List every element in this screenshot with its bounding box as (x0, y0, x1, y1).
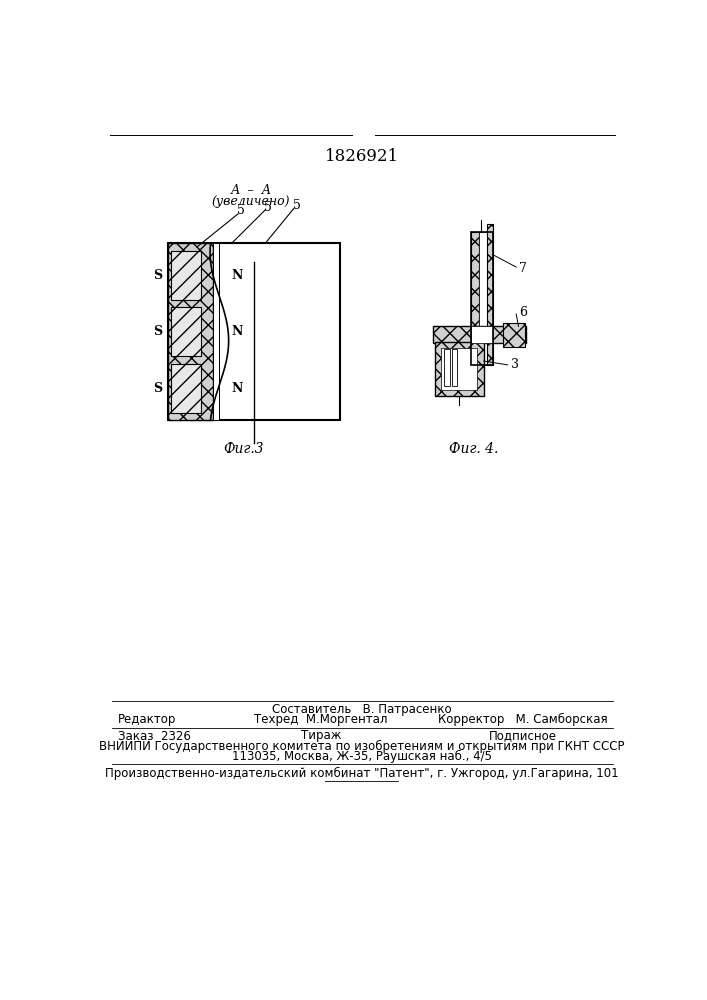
Text: Производственно-издательский комбинат "Патент", г. Ужгород, ул.Гагарина, 101: Производственно-издательский комбинат "П… (105, 766, 619, 780)
Bar (168, 243, 213, 420)
Text: 6: 6 (519, 306, 527, 319)
Text: N: N (232, 269, 243, 282)
Text: 5: 5 (264, 201, 272, 214)
Bar (171, 307, 201, 356)
Text: Фиг.3: Фиг.3 (223, 442, 264, 456)
Text: Редактор: Редактор (118, 713, 176, 726)
Text: 113035, Москва, Ж-35, Раушская наб., 4/5: 113035, Москва, Ж-35, Раушская наб., 4/5 (232, 750, 492, 763)
Bar (472, 232, 479, 365)
Bar (168, 243, 340, 420)
Text: 3: 3 (510, 358, 519, 371)
Text: ВНИИПИ Государственного комитета по изобретениям и открытиям при ГКНТ СССР: ВНИИПИ Государственного комитета по изоб… (99, 740, 625, 753)
Text: Тираж: Тираж (300, 730, 341, 742)
Bar (503, 323, 525, 347)
Bar (472, 232, 493, 365)
Bar (171, 251, 201, 300)
Text: S: S (153, 325, 162, 338)
Text: Заказ  2326: Заказ 2326 (118, 730, 191, 742)
Text: Подписное: Подписное (489, 730, 556, 742)
Bar (472, 326, 493, 343)
Text: 1826921: 1826921 (325, 148, 399, 165)
Bar (486, 224, 493, 365)
Bar (171, 364, 201, 413)
Text: Техред  М.Моргентал: Техред М.Моргентал (254, 713, 387, 726)
Text: Корректор   М. Самборская: Корректор М. Самборская (438, 713, 607, 726)
Text: N: N (232, 382, 243, 395)
Text: 7: 7 (519, 262, 527, 275)
Text: Составитель   В. Патрасенко: Составитель В. Патрасенко (272, 703, 452, 716)
Bar (479, 232, 486, 365)
Text: 5: 5 (237, 204, 245, 217)
Text: (увеличено): (увеличено) (212, 195, 291, 208)
Bar (452, 349, 457, 386)
Text: N: N (232, 325, 243, 338)
Bar (213, 243, 219, 420)
Text: Фиг. 4.: Фиг. 4. (449, 442, 498, 456)
Text: S: S (153, 382, 162, 395)
Text: 5: 5 (293, 199, 300, 212)
Text: А  –  А: А – А (230, 184, 271, 197)
Bar (441, 348, 477, 390)
Bar (444, 349, 450, 386)
Bar (435, 342, 484, 396)
Text: S: S (153, 269, 162, 282)
Bar (433, 326, 526, 343)
